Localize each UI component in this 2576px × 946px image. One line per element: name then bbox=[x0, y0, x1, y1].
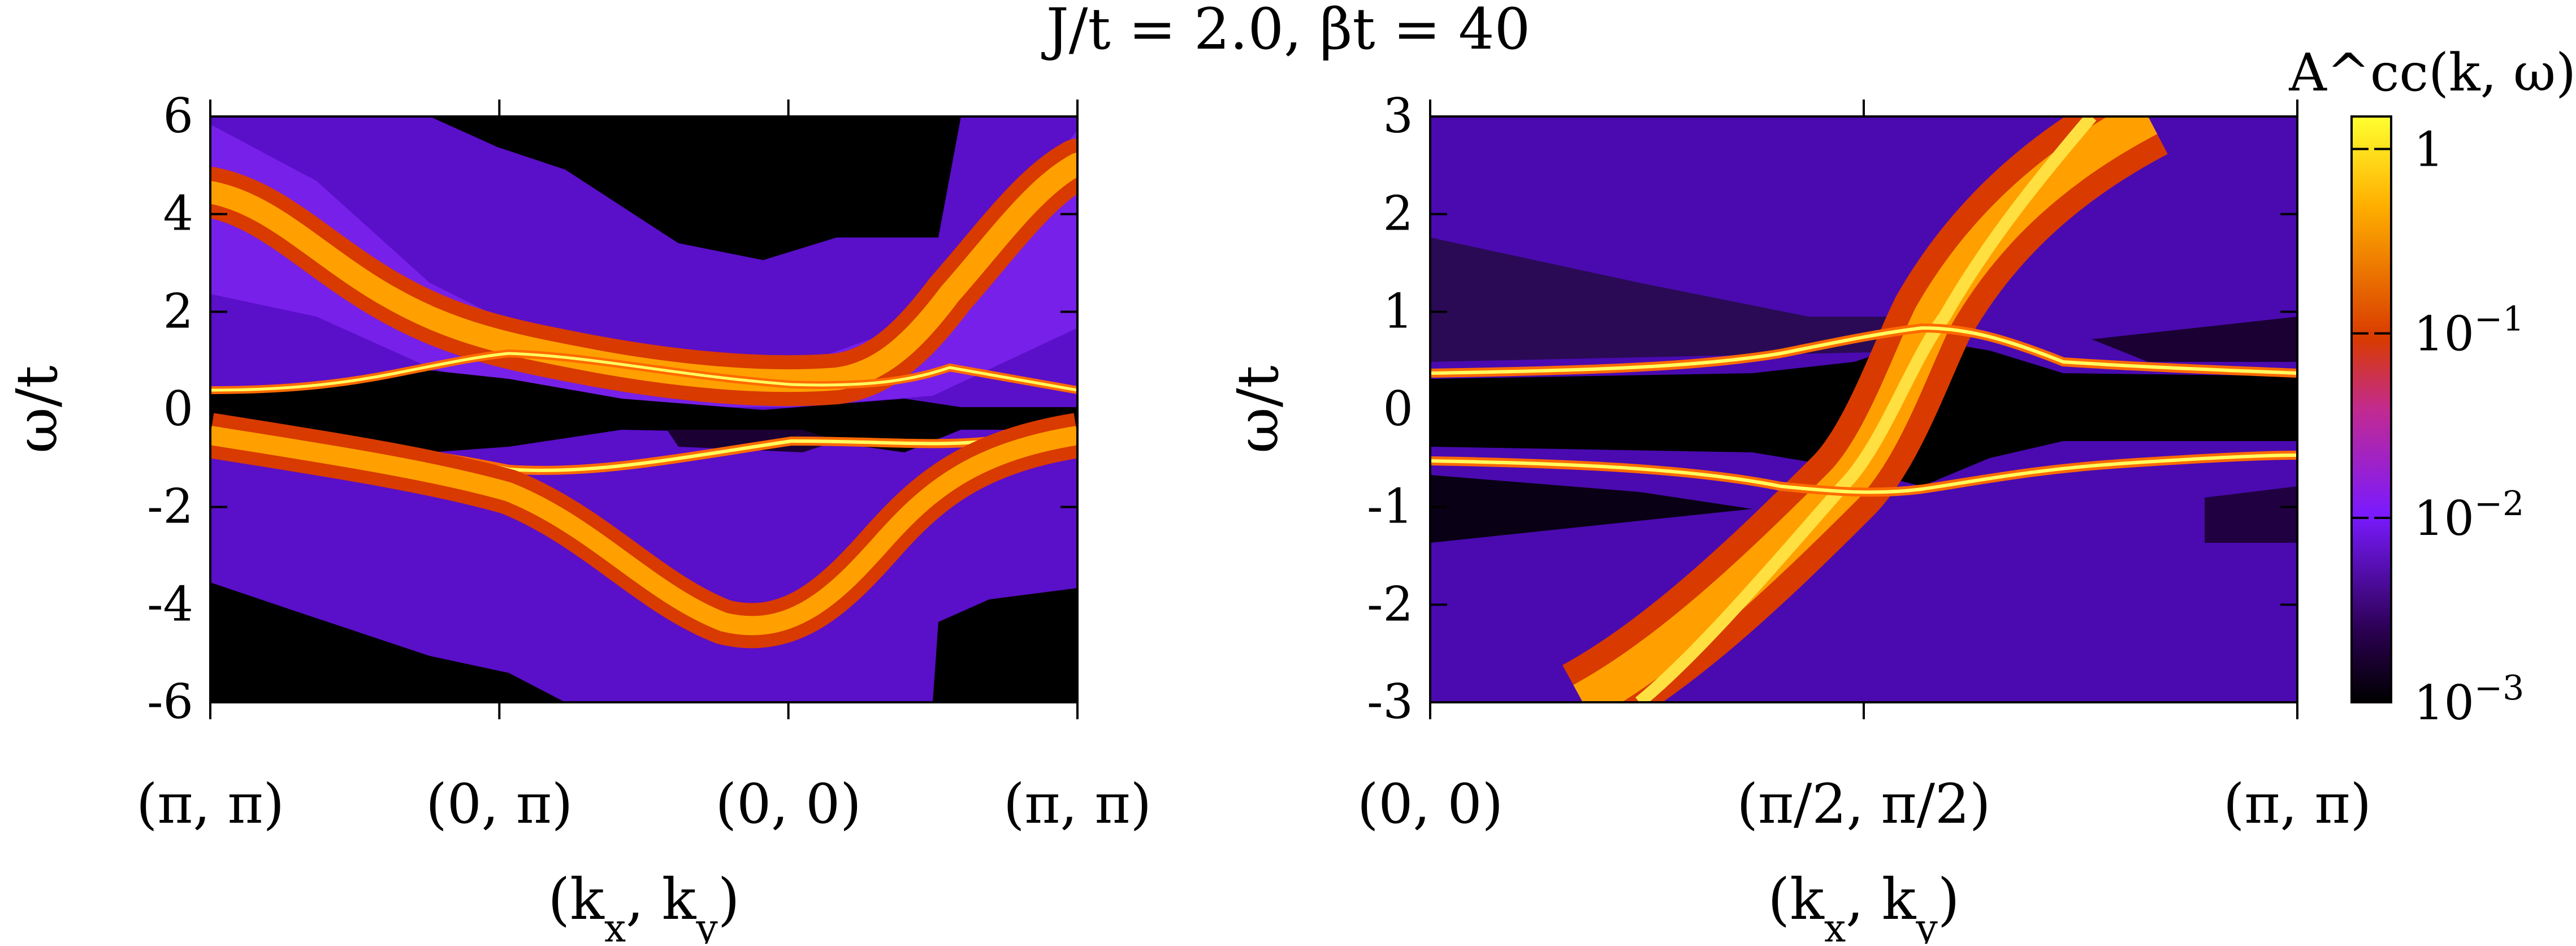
ytick-label: 0 bbox=[163, 381, 193, 437]
xtick-label: (π/2, π/2) bbox=[1737, 772, 1991, 836]
ytick-label: 4 bbox=[163, 186, 193, 241]
ytick-label: 3 bbox=[1383, 88, 1413, 144]
xtick-label: (π, π) bbox=[1003, 772, 1151, 836]
ytick-label: -3 bbox=[1367, 674, 1413, 729]
panel-left: 6 4 2 0 -2 -4 -6 (π, π) (0, π) (0, 0) (π, π) (kx, k… bbox=[4, 88, 1151, 946]
heatmap-right-right-dark-patch bbox=[2092, 317, 2297, 362]
heatmap-left-gap-region bbox=[210, 370, 1077, 452]
heatmap-left-bottom-dark-left bbox=[210, 582, 565, 702]
xtick-label: (0, 0) bbox=[1357, 772, 1503, 836]
colorbar: 1 10−1 10−2 10−3 A^cc(k, ω) bbox=[2288, 42, 2576, 731]
xtick-label: (π, π) bbox=[2223, 772, 2371, 836]
heatmap-left-bottom-dark-right bbox=[933, 588, 1077, 702]
heatmap-right-lower-quasiparticle-core bbox=[1430, 453, 2297, 494]
ytick-label: -1 bbox=[1367, 479, 1413, 534]
ytick-label: 2 bbox=[1383, 186, 1413, 241]
axes-right: 3 2 1 0 -1 -2 -3 (0, 0) (π/2, π/2) (π, π) (kx, ky)… bbox=[1225, 88, 2371, 946]
xtick-label: (0, π) bbox=[426, 772, 573, 836]
ytick-label: 6 bbox=[163, 88, 193, 144]
colorbar-tick-label: 10−2 bbox=[2414, 484, 2524, 546]
ytick-label: 1 bbox=[1383, 283, 1413, 339]
heatmap-left-spectral-layers bbox=[210, 116, 1077, 702]
xtick-label: (0, 0) bbox=[716, 772, 861, 836]
figure-title: J/t = 2.0, βt = 40 bbox=[1041, 0, 1531, 62]
axes-left: 6 4 2 0 -2 -4 -6 (π, π) (0, π) (0, 0) (π, π) (kx, k… bbox=[4, 88, 1151, 946]
ytick-label: 2 bbox=[163, 283, 193, 339]
heatmap-right-lower-dark-region bbox=[1430, 475, 1752, 543]
colorbar-gradient bbox=[2350, 115, 2392, 703]
xtick-label: (π, π) bbox=[136, 772, 284, 836]
colorbar-label: A^cc(k, ω) bbox=[2288, 42, 2576, 103]
colorbar-ticks: 1 10−1 10−2 10−3 bbox=[2352, 122, 2524, 731]
ytick-label: -2 bbox=[1367, 576, 1413, 632]
ytick-label: 0 bbox=[1383, 381, 1413, 437]
ytick-label: -4 bbox=[147, 576, 193, 632]
heatmap-right-upper-dark-region bbox=[1430, 237, 1950, 362]
heatmap-right-spectral-layers bbox=[1430, 116, 2297, 702]
heatmap-left-top-dark-region bbox=[430, 116, 961, 260]
heatmap-right-upper-quasiparticle-core bbox=[1430, 326, 2297, 375]
panel-right: 3 2 1 0 -1 -2 -3 (0, 0) (π/2, π/2) (π, π) (kx, ky)… bbox=[1225, 88, 2371, 946]
ytick-label: -6 bbox=[147, 674, 193, 729]
x-axis-label: (kx, ky) bbox=[548, 866, 740, 944]
heatmap-right-lower-right-dark bbox=[2205, 486, 2297, 543]
colorbar-tick-label: 10−1 bbox=[2414, 300, 2524, 362]
heatmap-left-lower-band-core bbox=[210, 426, 1077, 636]
x-axis-label: (kx, ky) bbox=[1768, 866, 1960, 944]
colorbar-tick-label: 10−3 bbox=[2414, 668, 2524, 731]
ytick-label: -2 bbox=[147, 479, 193, 534]
colorbar-tick-label: 1 bbox=[2414, 122, 2444, 177]
heatmap-left-gap-darker bbox=[667, 430, 837, 452]
y-axis-label: ω/t bbox=[1225, 365, 1291, 453]
heatmap-right-dispersive-band-peak bbox=[1635, 116, 2097, 702]
y-axis-label: ω/t bbox=[4, 365, 70, 453]
heatmap-left-upper-quasiparticle-core bbox=[210, 352, 1077, 392]
